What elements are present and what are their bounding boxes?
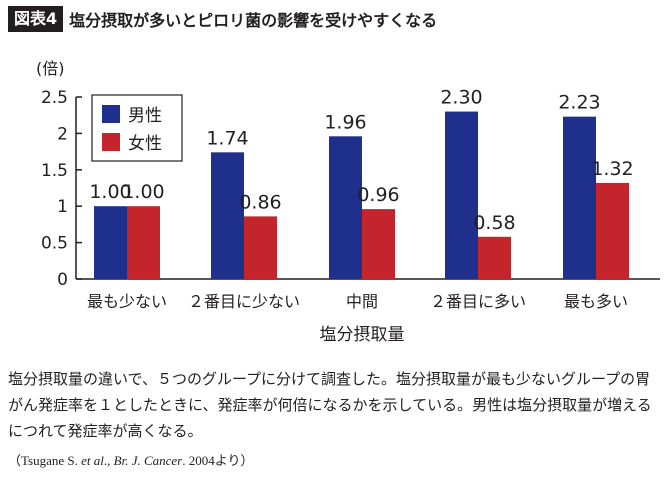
data-label: 2.23 xyxy=(558,92,600,114)
legend-label: 男性 xyxy=(128,106,162,126)
y-tick-label: 1.5 xyxy=(41,161,68,181)
bar-男性-0 xyxy=(94,206,127,279)
y-axis-unit-label: (倍) xyxy=(36,59,65,78)
data-label: 1.32 xyxy=(591,158,633,180)
data-label: 1.00 xyxy=(122,181,164,203)
chart-caption: 塩分摂取量の違いで、５つのグループに分けて調査した。塩分摂取量が最も少ないグルー… xyxy=(8,370,652,440)
y-tick-label: 2.5 xyxy=(41,88,68,108)
y-tick-label: 0.5 xyxy=(41,234,68,254)
bar-男性-1 xyxy=(211,152,244,279)
x-tick-label: 中間 xyxy=(346,292,378,311)
bar-女性-2 xyxy=(362,209,395,279)
source-tail: . 2004より） xyxy=(182,453,254,468)
y-tick-label: 2 xyxy=(57,124,68,144)
data-label: 0.86 xyxy=(239,191,281,213)
x-axis-title: 塩分摂取量 xyxy=(320,325,405,345)
bar-男性-3 xyxy=(445,111,478,279)
source-authors: Tsugane S. xyxy=(21,453,82,468)
figure-label-badge: 図表4 xyxy=(8,6,64,32)
bar-女性-1 xyxy=(244,216,277,279)
legend-swatch xyxy=(102,133,120,151)
bar-女性-4 xyxy=(596,182,629,279)
data-label: 1.74 xyxy=(206,127,248,149)
source-journal: Br. J. Cancer xyxy=(113,453,183,468)
data-label: 0.58 xyxy=(473,212,515,234)
data-label: 1.96 xyxy=(324,111,366,133)
figure-header: 図表4 塩分摂取が多いとピロリ菌の影響を受けやすくなる xyxy=(8,6,437,32)
y-tick-label: 0 xyxy=(57,270,68,290)
x-tick-label: ２番目に少ない xyxy=(188,292,300,311)
bar-男性-2 xyxy=(329,136,362,279)
bar-女性-0 xyxy=(127,206,160,279)
data-label: 1.00 xyxy=(89,181,131,203)
source-open: （ xyxy=(8,453,22,468)
source-citation: （Tsugane S. et al., Br. J. Cancer. 2004よ… xyxy=(8,450,254,469)
x-tick-label: ２番目に多い xyxy=(430,292,526,311)
bar-女性-3 xyxy=(478,236,511,279)
source-etal: et al xyxy=(81,453,104,468)
x-tick-label: 最も少ない xyxy=(87,292,167,311)
bar-chart: (倍) 0 0.5 1 1.5 2 2.5 1.001.00 最も少ない 1.74 0.86 ２番目に… xyxy=(36,59,660,345)
figure-title: 塩分摂取が多いとピロリ菌の影響を受けやすくなる xyxy=(69,11,438,30)
y-tick-label: 1 xyxy=(57,197,68,217)
data-label: 2.30 xyxy=(440,87,482,109)
data-label: 0.96 xyxy=(357,184,399,206)
legend-label: 女性 xyxy=(128,134,162,154)
bar-男性-4 xyxy=(563,116,596,279)
legend-swatch xyxy=(102,105,120,123)
x-tick-label: 最も多い xyxy=(564,292,628,311)
source-mid: ., xyxy=(103,453,114,468)
